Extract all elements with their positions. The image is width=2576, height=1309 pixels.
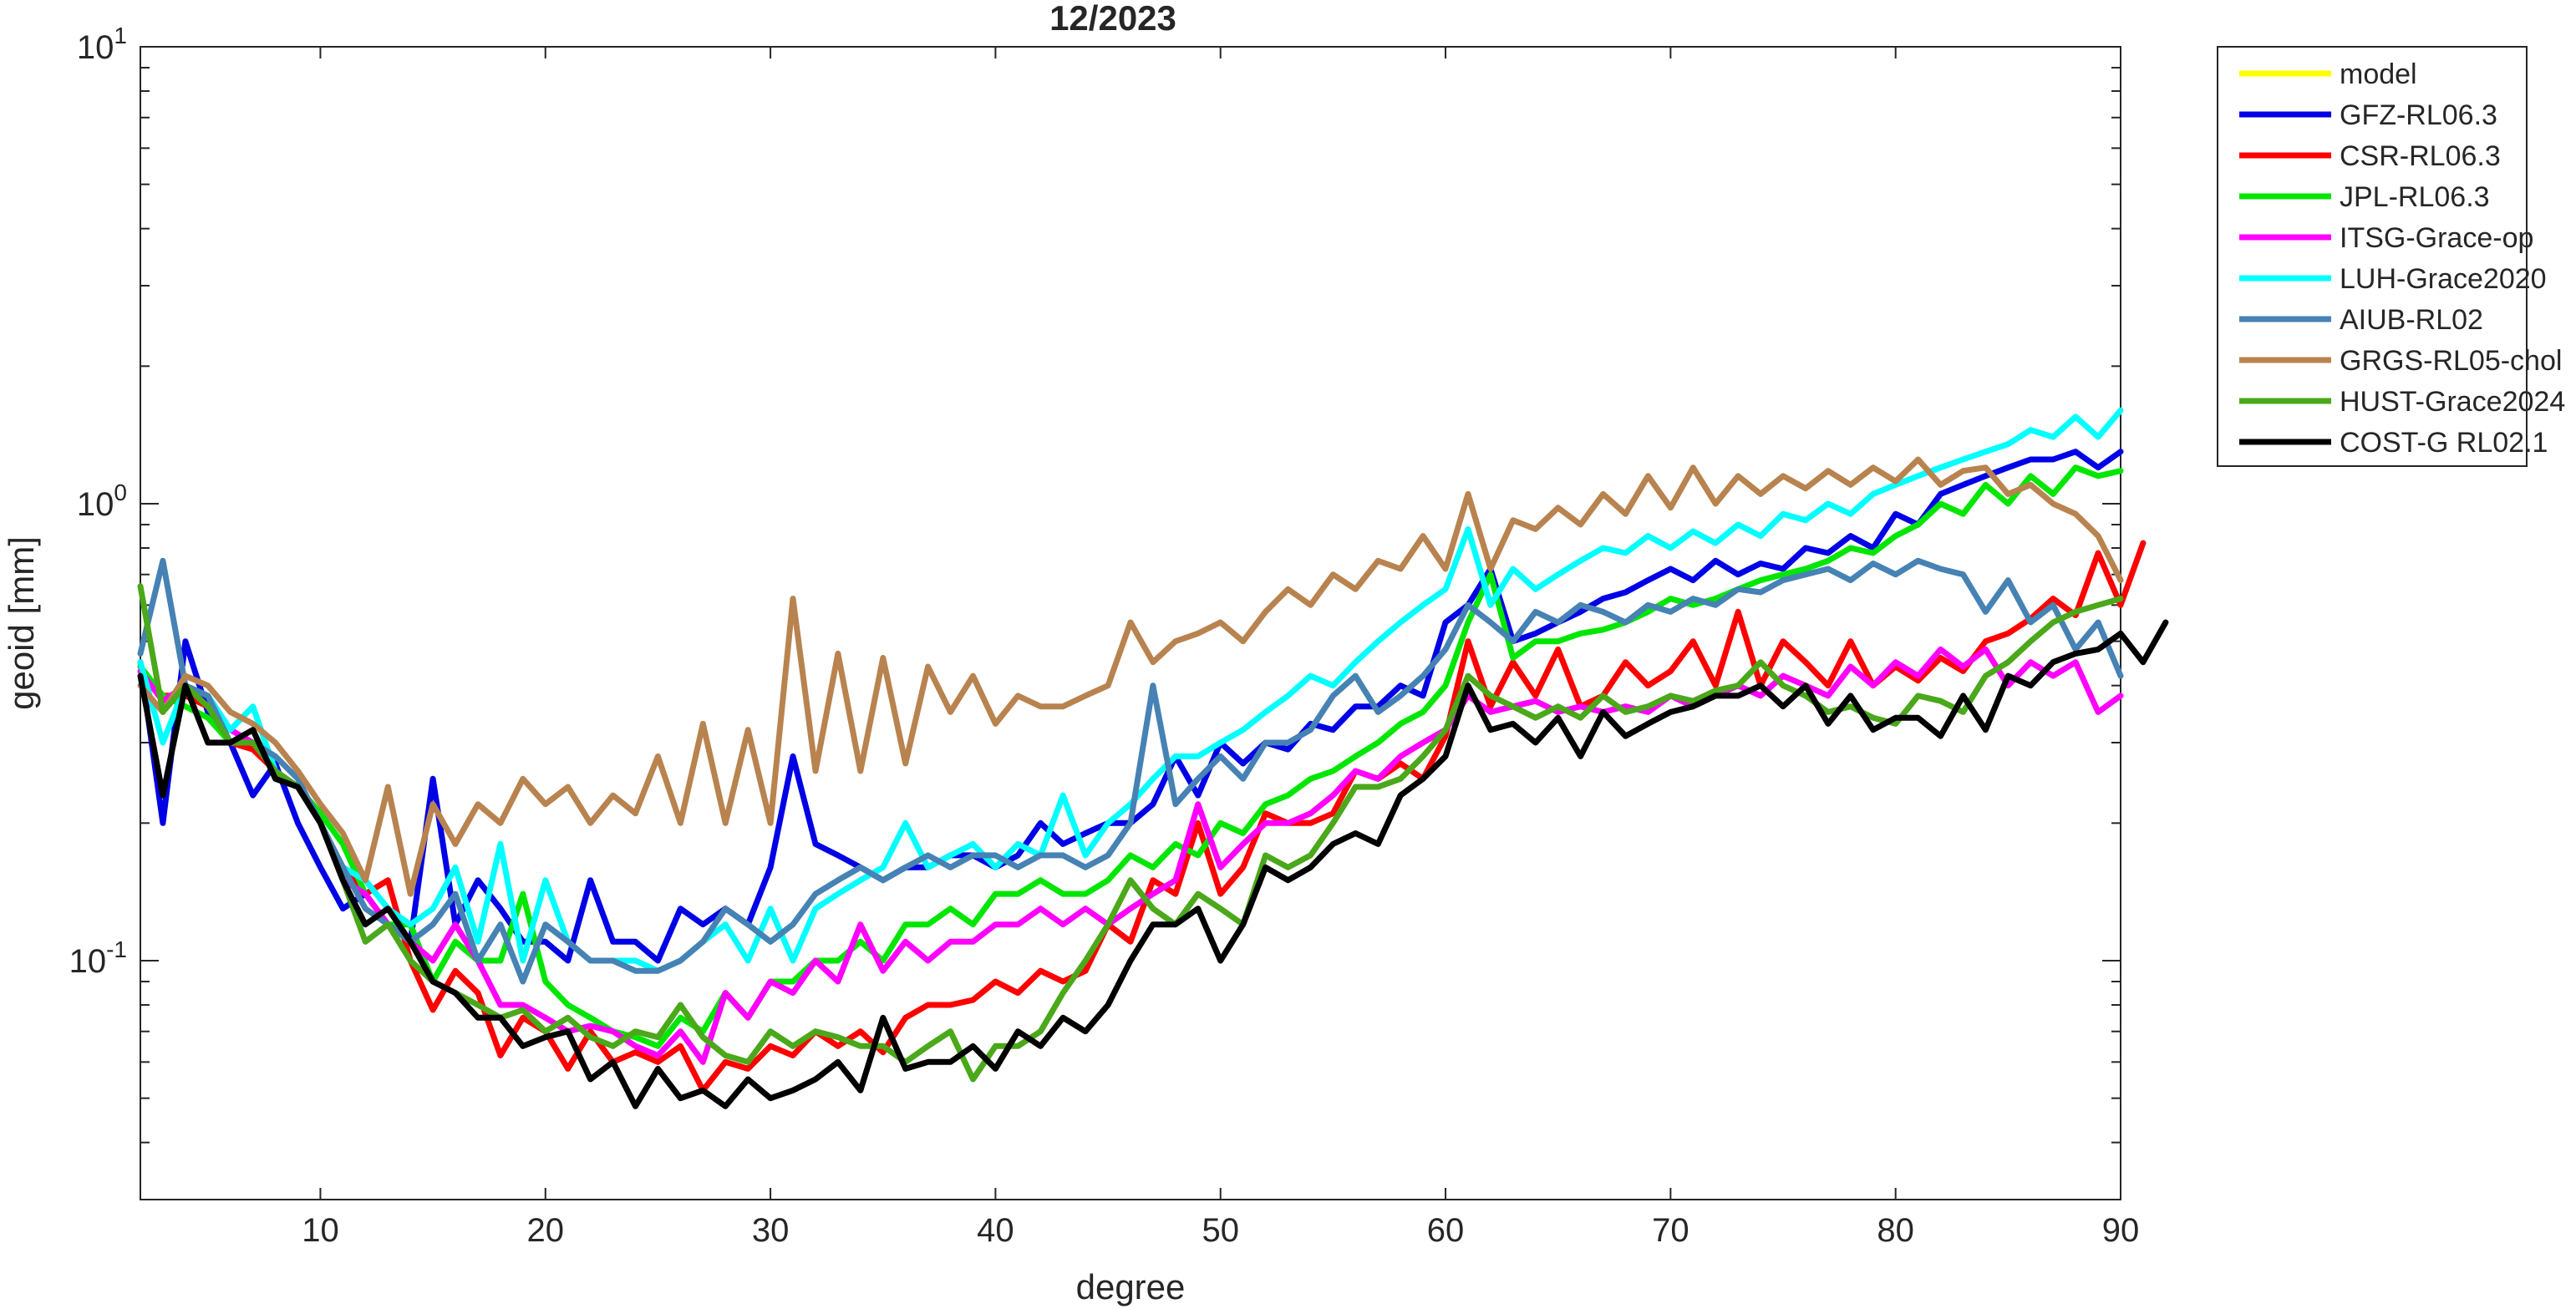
legend-label: JPL-RL06.3	[2340, 181, 2490, 213]
series-line-aiub-rl02	[137, 557, 2124, 985]
y-tick-label: 10-1	[69, 936, 127, 980]
legend-label: CSR-RL06.3	[2340, 140, 2501, 172]
legend-item-model: model	[2239, 58, 2417, 90]
legend-item-luh-grace2020: LUH-Grace2020	[2239, 263, 2547, 295]
legend-item-hust-grace2024: HUST-Grace2024	[2239, 386, 2565, 418]
x-tick-label: 40	[977, 1212, 1014, 1249]
legend-label: LUH-Grace2020	[2340, 263, 2547, 295]
series-line-grgs-rl05-chol	[137, 456, 2124, 897]
legend-label: AIUB-RL02	[2340, 304, 2483, 336]
legend-label: GFZ-RL06.3	[2340, 99, 2497, 131]
series-line-luh-grace2020	[137, 407, 2124, 974]
legend: model GFZ-RL06.3 CSR-RL06.3 JPL-RL06.3 ITSG-…	[2217, 46, 2565, 467]
legend-item-grgs-rl05-chol: GRGS-RL05-chol	[2239, 345, 2562, 377]
legend-label: model	[2340, 58, 2417, 90]
y-tick-label: 101	[77, 23, 127, 66]
legend-label: HUST-Grace2024	[2340, 386, 2565, 418]
legend-label: ITSG-Grace-op	[2340, 222, 2533, 254]
legend-item-csr-rl06-3: CSR-RL06.3	[2239, 140, 2501, 172]
x-tick-label: 30	[752, 1212, 790, 1249]
x-axis-label: degree	[1076, 1267, 1186, 1306]
x-tick-label: 50	[1202, 1212, 1239, 1249]
legend-item-cost-g-rl02-1: COST-G RL02.1	[2239, 427, 2548, 459]
series-line-itsg-grace-op	[137, 646, 2124, 1065]
series-line-csr-rl06-3	[137, 540, 2147, 1093]
series-line-jpl-rl06-3	[137, 464, 2124, 1049]
x-tick-label: 20	[527, 1212, 565, 1249]
legend-item-itsg-grace-op: ITSG-Grace-op	[2239, 222, 2533, 254]
legend-item-aiub-rl02: AIUB-RL02	[2239, 304, 2483, 336]
x-tick-label: 80	[1877, 1212, 1914, 1249]
x-tick-label: 10	[302, 1212, 339, 1249]
x-tick-label: 60	[1427, 1212, 1465, 1249]
x-axis-ticks: 10 20 30 40 50 60 70 80 90	[302, 47, 2139, 1249]
series-line-cost-g-rl02-1	[137, 619, 2169, 1109]
x-tick-label: 70	[1652, 1212, 1689, 1249]
legend-item-jpl-rl06-3: JPL-RL06.3	[2239, 181, 2490, 213]
y-axis-label: geoid [mm]	[2, 536, 41, 710]
legend-label: GRGS-RL05-chol	[2340, 345, 2562, 377]
plot-area	[137, 46, 2169, 1200]
series-lines	[137, 407, 2169, 1109]
legend-item-gfz-rl06-3: GFZ-RL06.3	[2239, 99, 2497, 131]
x-tick-label: 90	[2102, 1212, 2140, 1249]
y-axis-ticks: 10-1 100 101	[69, 23, 2121, 980]
legend-label: COST-G RL02.1	[2340, 427, 2548, 459]
series-line-hust-grace2024	[137, 583, 2124, 1083]
chart-title: 12/2023	[1049, 0, 1176, 38]
y-tick-label: 100	[77, 479, 127, 523]
